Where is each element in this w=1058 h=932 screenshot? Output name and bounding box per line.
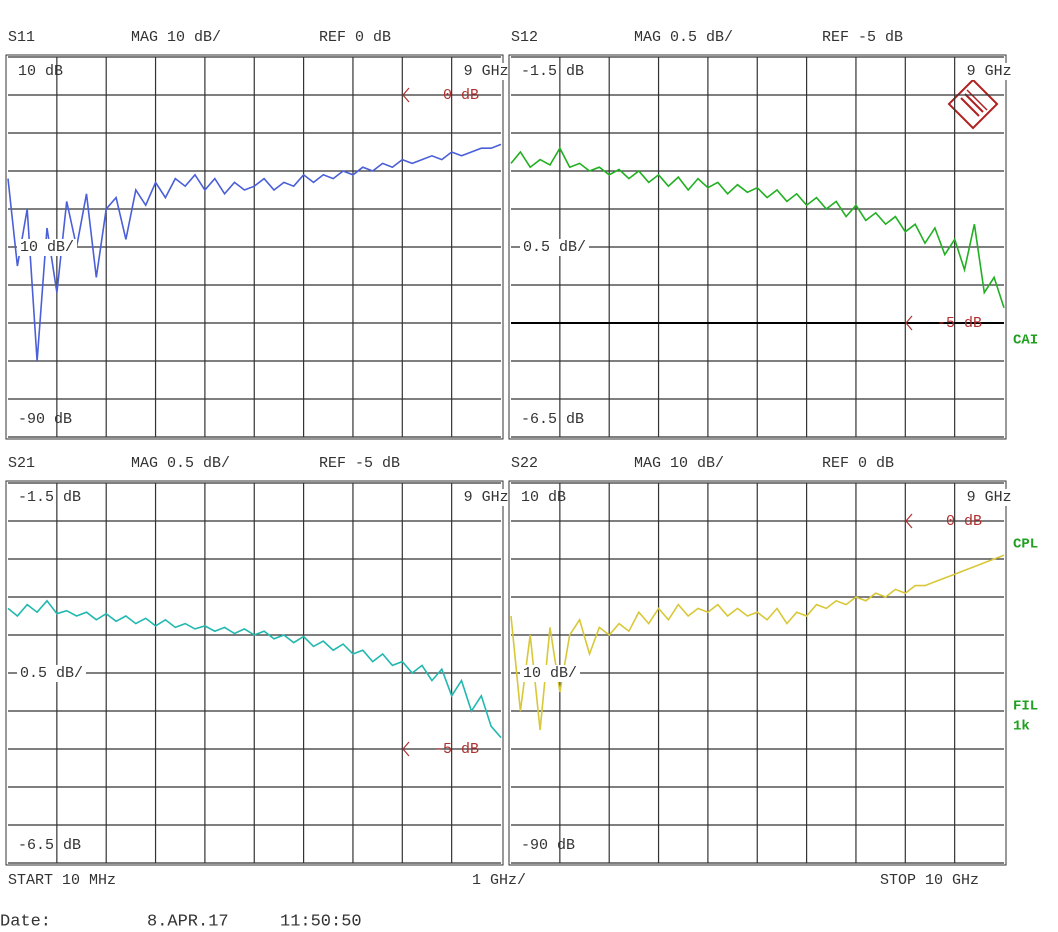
plot-frame — [5, 54, 504, 440]
mag-label: MAG 10 dB/ — [131, 29, 221, 46]
scale-label: 0.5 dB/ — [20, 665, 83, 682]
label-background — [520, 664, 581, 682]
date-value: 8.APR.17 — [147, 912, 229, 931]
trace — [510, 554, 1005, 731]
label-background — [15, 836, 85, 854]
ref-marker — [402, 87, 410, 103]
label-background — [460, 488, 512, 506]
label-background — [17, 238, 78, 256]
ref-label: REF 0 dB — [319, 29, 391, 46]
trace — [510, 146, 1005, 309]
trace — [7, 143, 502, 362]
mag-label: MAG 0.5 dB/ — [634, 29, 733, 46]
side-label: CPL — [1013, 537, 1038, 553]
plot-frame — [508, 480, 1007, 866]
x-tick-label: 9 GHz — [464, 489, 509, 506]
ref-marker-label: 0 dB — [946, 513, 982, 530]
param-name: S22 — [511, 455, 538, 472]
scale-label: 10 dB/ — [20, 239, 74, 256]
logo — [947, 78, 999, 130]
y-tick-label: 10 dB — [521, 489, 566, 506]
start-label: START 10 MHz — [8, 872, 116, 889]
mag-label: MAG 10 dB/ — [634, 455, 724, 472]
mag-label: MAG 0.5 dB/ — [131, 455, 230, 472]
ref-marker-label: 0 dB — [443, 87, 479, 104]
stop-label: STOP 10 GHz — [880, 872, 979, 889]
label-background — [963, 62, 1015, 80]
ref-label: REF -5 dB — [822, 29, 903, 46]
ref-label: REF -5 dB — [319, 455, 400, 472]
y-tick-label: -90 dB — [18, 411, 72, 428]
time-value: 11:50:50 — [280, 912, 362, 931]
plot-frame — [508, 54, 1007, 440]
ref-label: REF 0 dB — [822, 455, 894, 472]
label-background — [15, 488, 85, 506]
label-background — [15, 62, 67, 80]
y-tick-label: -6.5 dB — [18, 837, 81, 854]
plot-frame — [5, 480, 504, 866]
ref-marker-label: -5 dB — [434, 741, 479, 758]
param-name: S12 — [511, 29, 538, 46]
x-tick-label: 9 GHz — [967, 489, 1012, 506]
division-label: 1 GHz/ — [472, 872, 526, 889]
label-background — [15, 410, 76, 428]
label-background — [460, 62, 512, 80]
trace — [7, 599, 502, 739]
y-tick-label: -90 dB — [521, 837, 575, 854]
label-background — [520, 238, 590, 256]
ref-marker — [905, 315, 913, 331]
scale-label: 0.5 dB/ — [523, 239, 586, 256]
ref-marker — [402, 741, 410, 757]
ref-marker-label: -5 dB — [937, 315, 982, 332]
x-tick-label: 9 GHz — [464, 63, 509, 80]
label-background — [518, 62, 588, 80]
label-background — [518, 410, 588, 428]
label-background — [518, 836, 579, 854]
side-label: 1k — [1013, 719, 1030, 735]
label-background — [518, 488, 570, 506]
label-background — [17, 664, 87, 682]
scale-label: 10 dB/ — [523, 665, 577, 682]
side-label: CAI — [1013, 333, 1038, 349]
y-tick-label: -1.5 dB — [18, 489, 81, 506]
param-name: S11 — [8, 29, 35, 46]
x-tick-label: 9 GHz — [967, 63, 1012, 80]
y-tick-label: 10 dB — [18, 63, 63, 80]
y-tick-label: -1.5 dB — [521, 63, 584, 80]
param-name: S21 — [8, 455, 35, 472]
label-background — [963, 488, 1015, 506]
ref-marker — [905, 513, 913, 529]
y-tick-label: -6.5 dB — [521, 411, 584, 428]
date-label: Date: — [0, 912, 51, 931]
side-label: FIL — [1013, 699, 1038, 715]
